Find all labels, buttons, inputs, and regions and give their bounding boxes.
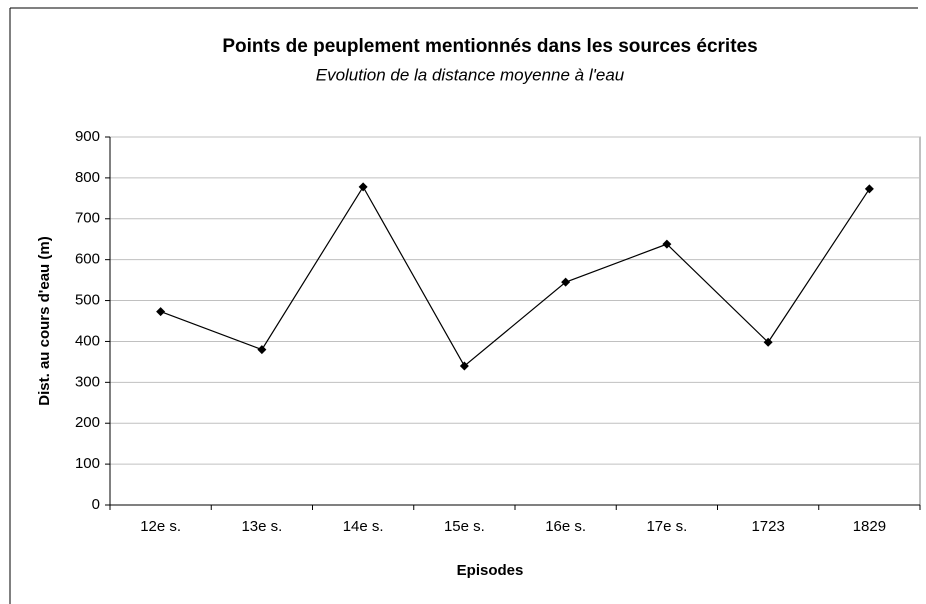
y-tick-label: 400 xyxy=(75,332,100,349)
chart-subtitle: Evolution de la distance moyenne à l'eau xyxy=(316,65,625,84)
y-tick-label: 600 xyxy=(75,251,100,268)
y-tick-label: 200 xyxy=(75,414,100,431)
marker xyxy=(257,345,267,355)
x-tick-label: 17e s. xyxy=(646,518,687,535)
x-tick-label: 14e s. xyxy=(343,518,384,535)
line-series xyxy=(160,185,870,367)
x-axis-label: Episodes xyxy=(457,562,524,579)
marker xyxy=(662,239,672,249)
marker xyxy=(561,277,571,287)
x-tick-label: 12e s. xyxy=(140,518,181,535)
marker xyxy=(459,361,469,371)
y-axis-label: Dist. au cours d'eau (m) xyxy=(36,236,53,405)
marker xyxy=(763,337,773,347)
chart-title: Points de peuplement mentionnés dans les… xyxy=(222,36,757,57)
plot-area xyxy=(109,136,921,506)
x-tick-label: 1829 xyxy=(853,518,886,535)
x-tick-label: 1723 xyxy=(751,518,784,535)
x-tick-label: 13e s. xyxy=(241,518,282,535)
y-tick-label: 0 xyxy=(92,496,100,513)
x-tick-label: 15e s. xyxy=(444,518,485,535)
marker xyxy=(156,307,166,317)
y-tick-label: 300 xyxy=(75,373,100,390)
marker xyxy=(864,184,874,194)
y-tick-label: 700 xyxy=(75,210,100,227)
y-tick-label: 900 xyxy=(75,128,100,145)
y-tick-label: 500 xyxy=(75,292,100,309)
y-tick-label: 100 xyxy=(75,455,100,472)
y-tick-label: 800 xyxy=(75,169,100,186)
x-tick-label: 16e s. xyxy=(545,518,586,535)
marker xyxy=(358,182,368,192)
